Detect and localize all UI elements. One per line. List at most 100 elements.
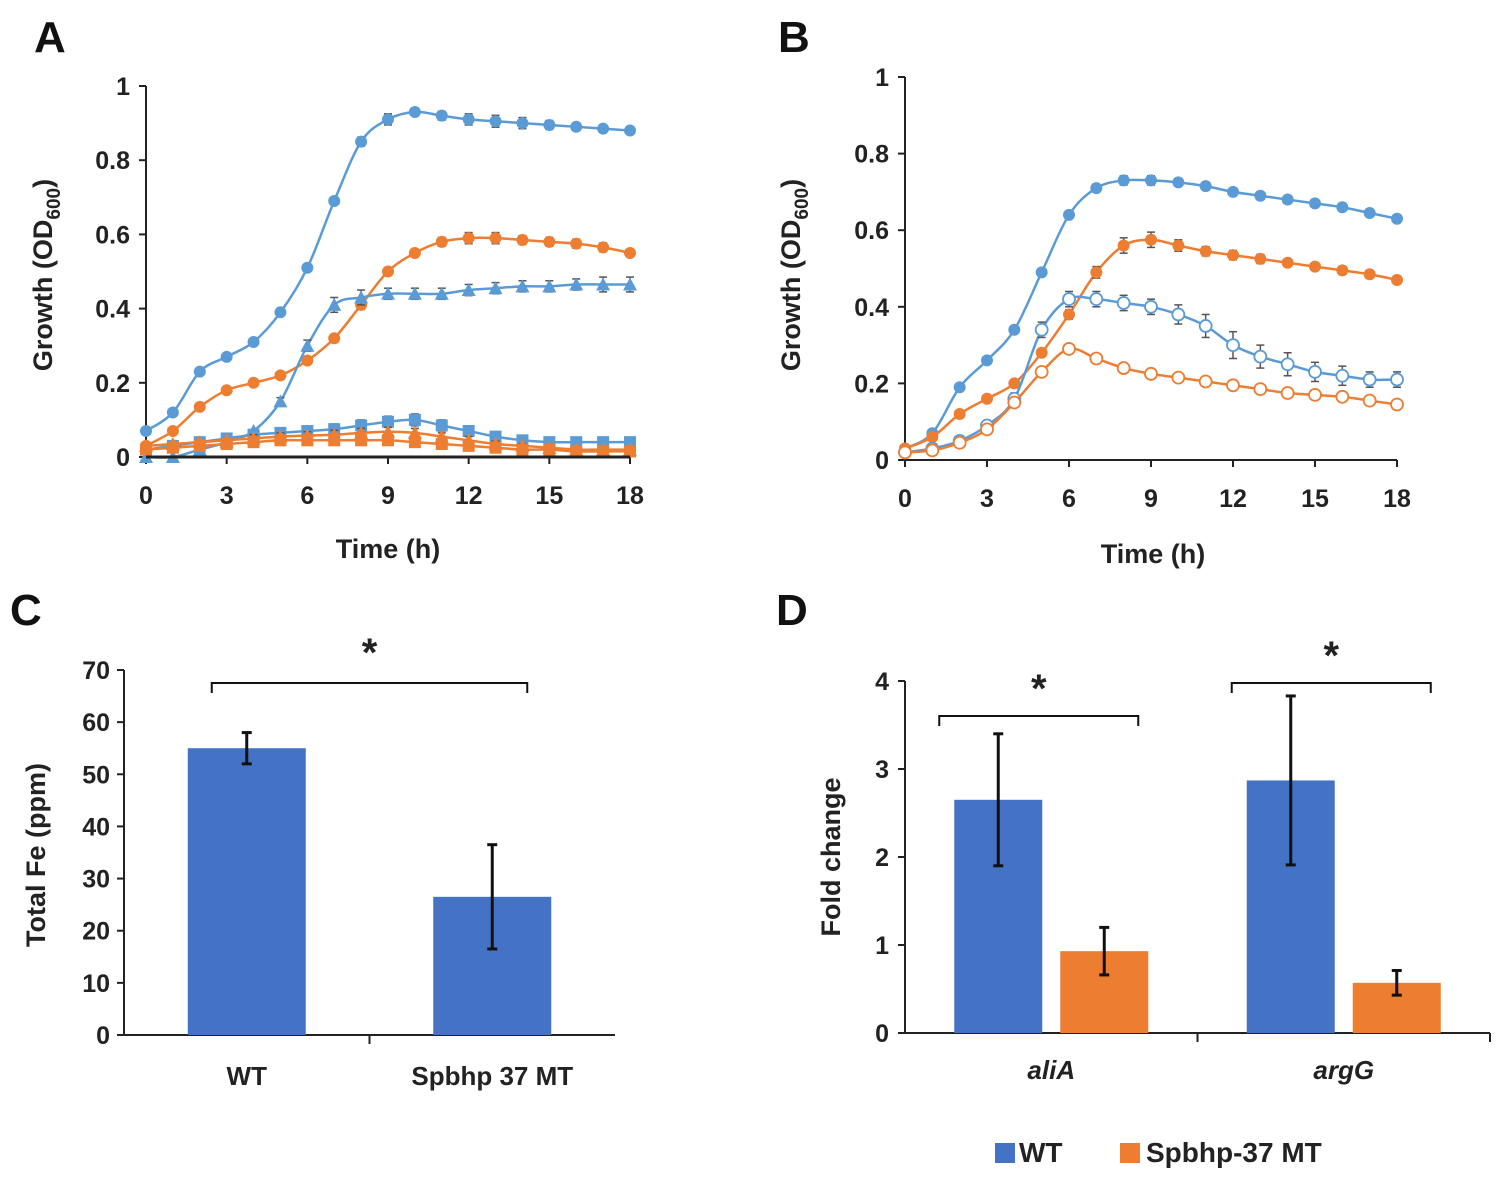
- b-y-tick-label: 0.6: [854, 217, 889, 245]
- a-point: [542, 279, 557, 293]
- a-point: [328, 332, 341, 345]
- a-point: [624, 246, 636, 259]
- b-point: [1007, 395, 1022, 410]
- a-point: [489, 232, 502, 245]
- a-point: [273, 394, 288, 408]
- b-point: [1199, 245, 1212, 258]
- c-y-tick-label: 0: [96, 1022, 110, 1050]
- c-y-tick-label: 60: [82, 709, 110, 737]
- b-series-orange-open: [898, 342, 1404, 460]
- b-point: [1144, 299, 1158, 314]
- b-point: [925, 443, 940, 458]
- panel-a-xlabel: Time (h): [336, 534, 441, 564]
- c-significance-star: *: [362, 631, 378, 675]
- d-y-tick-label: 0: [875, 1020, 889, 1048]
- a-point: [354, 290, 369, 304]
- a-point: [570, 445, 583, 458]
- b-point: [1144, 366, 1158, 381]
- b-point: [1035, 266, 1048, 279]
- panel-b: B 0 0.2 0.4 0.6 0.8 1 0 3 6 9 12 15 18 Time (h) Grow…: [776, 13, 1411, 569]
- a-point: [408, 105, 421, 118]
- d-y-tick-label: 3: [875, 756, 889, 784]
- b-point: [1172, 176, 1185, 189]
- legend-label-mt: Spbhp-37 MT: [1146, 1137, 1322, 1168]
- b-point: [898, 445, 912, 460]
- b-point: [1281, 193, 1294, 206]
- b-point: [1362, 393, 1377, 408]
- a-point: [247, 436, 260, 449]
- b-point: [1063, 308, 1075, 321]
- a-point: [301, 354, 314, 367]
- b-series-line: [904, 238, 1398, 450]
- a-point: [543, 118, 556, 131]
- a-point: [624, 436, 636, 449]
- a-y-tick-label: 0.6: [95, 221, 130, 249]
- b-point: [1198, 319, 1213, 333]
- panel-b-xlabel: Time (h): [1101, 539, 1206, 569]
- c-y-tick-label: 40: [82, 813, 110, 841]
- b-point: [1227, 249, 1239, 262]
- b-point: [1335, 389, 1350, 404]
- panel-b-ylabel-main: Growth (OD: [776, 220, 806, 371]
- a-y-tick-label: 0: [116, 444, 130, 472]
- panel-a-ylabel-sub: 600: [44, 188, 65, 220]
- b-x-tick-label: 0: [898, 485, 912, 513]
- a-x-tick-label: 18: [616, 482, 644, 510]
- b-y-tick-label: 0.8: [854, 141, 889, 169]
- a-point: [408, 413, 421, 426]
- a-point: [435, 109, 448, 122]
- b-point: [1280, 386, 1295, 400]
- a-point: [327, 297, 342, 311]
- b-point: [1336, 201, 1349, 214]
- a-point: [166, 441, 179, 454]
- b-point: [1336, 264, 1349, 277]
- panel-letter-a: A: [34, 13, 66, 62]
- b-point: [1145, 174, 1157, 187]
- d-significance-star: *: [1323, 634, 1339, 678]
- panel-c-ylabel: Total Fe (ppm): [21, 763, 51, 947]
- b-point: [1117, 239, 1130, 252]
- d-y-tick-label: 1: [875, 932, 889, 960]
- panel-a-ylabel-close: ): [28, 179, 58, 188]
- a-point: [355, 434, 368, 447]
- b-point: [1391, 273, 1403, 286]
- b-x-tick-label: 15: [1301, 485, 1329, 513]
- a-point: [166, 406, 179, 419]
- d-category-label: aliA: [1027, 1055, 1075, 1085]
- b-point: [1226, 338, 1240, 353]
- a-point: [381, 286, 395, 300]
- panel-c: C 0 10 20 30 40 50 60 70 WT Spbhp 37 MT * Total Fe…: [10, 586, 615, 1091]
- b-point: [1062, 342, 1076, 356]
- a-point: [382, 434, 394, 447]
- a-point: [596, 277, 611, 291]
- b-point: [1145, 233, 1157, 246]
- b-point: [1008, 323, 1021, 336]
- d-category-label: argG: [1313, 1055, 1374, 1085]
- b-y-tick-label: 0.4: [854, 294, 889, 322]
- b-point: [1089, 292, 1104, 307]
- legend-swatch-wt: [995, 1143, 1015, 1163]
- a-point: [435, 438, 448, 451]
- b-point: [1063, 208, 1075, 221]
- a-point: [247, 335, 260, 348]
- b-point: [1308, 387, 1322, 402]
- a-point: [435, 419, 448, 432]
- a-point: [597, 122, 610, 135]
- panel-letter-b: B: [778, 13, 810, 62]
- b-point: [1034, 365, 1049, 379]
- b-point: [1117, 174, 1130, 187]
- b-point: [1391, 212, 1403, 225]
- b-point: [1062, 292, 1076, 307]
- d-significance-star: *: [1031, 667, 1047, 711]
- a-point: [328, 195, 341, 208]
- a-point: [570, 237, 583, 250]
- b-point: [1280, 357, 1295, 372]
- c-category-label: WT: [227, 1061, 268, 1091]
- a-point: [489, 430, 502, 443]
- a-point: [408, 436, 421, 449]
- a-point: [624, 124, 636, 137]
- a-point: [543, 443, 556, 456]
- b-point: [1335, 368, 1350, 383]
- a-point: [462, 232, 475, 245]
